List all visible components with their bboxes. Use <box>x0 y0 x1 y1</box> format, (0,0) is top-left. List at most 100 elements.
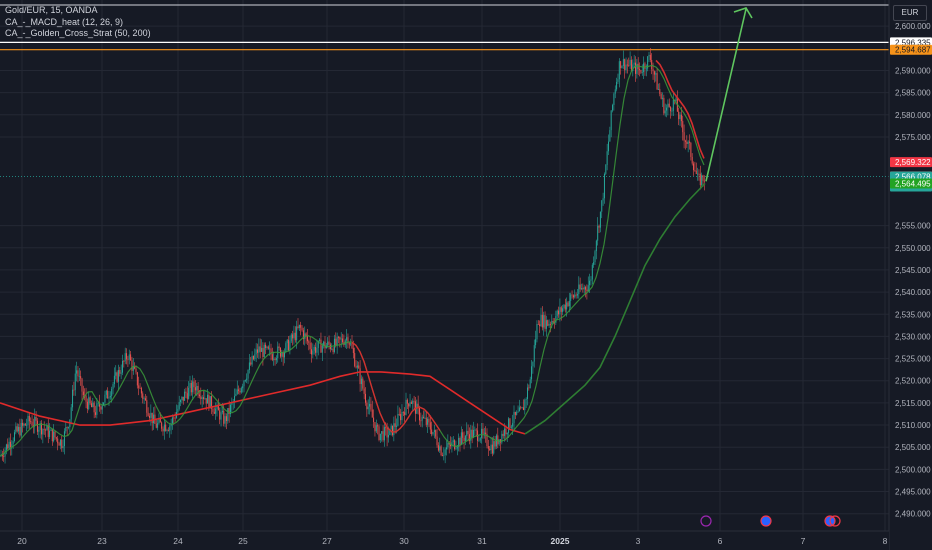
candle-body <box>126 353 128 360</box>
candle-body <box>687 141 689 145</box>
candle-body <box>697 173 699 175</box>
indicator-macd-label[interactable]: CA_-_MACD_heat (12, 26, 9) <box>5 16 124 27</box>
candle-body <box>35 416 37 421</box>
candle-body <box>316 347 318 353</box>
candle-body <box>192 381 194 393</box>
candle-body <box>190 382 192 393</box>
candle-body <box>143 398 145 400</box>
candle-body <box>616 81 618 90</box>
candle-body <box>512 423 514 427</box>
candle-body <box>140 388 142 394</box>
candle-body <box>648 54 650 57</box>
candle-body <box>194 387 196 391</box>
candle-body <box>420 420 422 422</box>
time-tick-label: 23 <box>97 536 107 546</box>
candle-body <box>369 403 371 407</box>
candle-body <box>562 308 564 312</box>
candle-body <box>100 406 102 410</box>
candle-body <box>158 418 160 424</box>
candle-body <box>116 372 118 382</box>
candle-body <box>606 151 608 165</box>
candle-body <box>610 110 612 131</box>
symbol-label[interactable]: Gold/EUR, 15, OANDA <box>5 5 98 15</box>
candle-body <box>219 410 221 420</box>
candle-body <box>8 441 10 449</box>
candle-body <box>258 346 260 353</box>
candle-body <box>327 341 329 346</box>
candle-body <box>3 456 5 458</box>
candle-body <box>65 427 67 432</box>
candle-body <box>680 114 682 122</box>
candle-body <box>497 435 499 445</box>
candle-body <box>652 69 654 72</box>
candle-body <box>267 346 269 349</box>
time-tick-label: 31 <box>477 536 487 546</box>
candle-body <box>479 438 481 441</box>
indicator-golden-cross-label[interactable]: CA_-_Golden_Cross_Strat (50, 200) <box>5 28 151 38</box>
candle-body <box>18 426 20 432</box>
candle-body <box>196 385 198 391</box>
candle-body <box>440 446 442 456</box>
candle-body <box>139 387 141 389</box>
candle-body <box>113 375 115 385</box>
candle-body <box>225 416 227 421</box>
currency-button[interactable]: EUR <box>893 5 927 21</box>
candle-body <box>220 412 222 420</box>
candle-body <box>289 341 291 351</box>
candle-body <box>489 448 491 451</box>
candle-body <box>491 444 493 454</box>
candle-body <box>431 429 433 435</box>
candle-body <box>282 352 284 358</box>
candle-body <box>292 334 294 339</box>
candle-body <box>378 426 380 441</box>
candle-body <box>531 366 533 380</box>
candle-body <box>4 449 6 457</box>
candle-body <box>43 429 45 430</box>
candle-body <box>39 423 41 430</box>
candle-body <box>483 432 485 434</box>
candle-body <box>414 401 416 414</box>
candle-body <box>591 264 593 280</box>
candle-body <box>224 416 226 424</box>
candle-body <box>275 358 277 361</box>
candle-body <box>328 341 330 345</box>
candle-body <box>236 389 238 394</box>
candle-body <box>78 376 80 377</box>
candle-body <box>552 320 554 323</box>
candle-body <box>366 402 368 410</box>
candle-body <box>285 343 287 352</box>
candle-body <box>278 346 280 348</box>
candle-body <box>308 341 310 343</box>
candle-body <box>617 79 619 82</box>
candle-body <box>521 407 523 409</box>
candle-body <box>92 402 94 408</box>
candle-body <box>231 402 233 405</box>
candle-body <box>419 407 420 421</box>
candle-body <box>321 345 323 353</box>
candle-body <box>323 341 325 346</box>
candle-body <box>362 378 364 389</box>
time-axis: 20 23 24 25 27 30 31 2025 3 6 7 8 <box>0 530 889 550</box>
candle-body <box>675 98 677 101</box>
candle-body <box>374 422 376 432</box>
candle-body <box>255 349 257 355</box>
time-tick-label: 24 <box>173 536 183 546</box>
candle-body <box>119 370 121 374</box>
candle-body <box>379 433 381 441</box>
candle-body <box>478 440 480 442</box>
candle-body <box>134 366 136 369</box>
candle-body <box>602 198 604 201</box>
candle-body <box>653 71 655 75</box>
candle-body <box>74 373 76 390</box>
candle-body <box>693 163 695 171</box>
event-markers <box>700 515 841 527</box>
candle-body <box>147 412 149 416</box>
candle-body <box>297 326 299 328</box>
candle-body <box>608 141 609 152</box>
candle-body <box>690 142 692 157</box>
candle-body <box>57 438 59 444</box>
candle-body <box>101 405 103 410</box>
price-tick-label: 2,555.000 <box>895 222 931 231</box>
candle-body <box>678 111 680 120</box>
